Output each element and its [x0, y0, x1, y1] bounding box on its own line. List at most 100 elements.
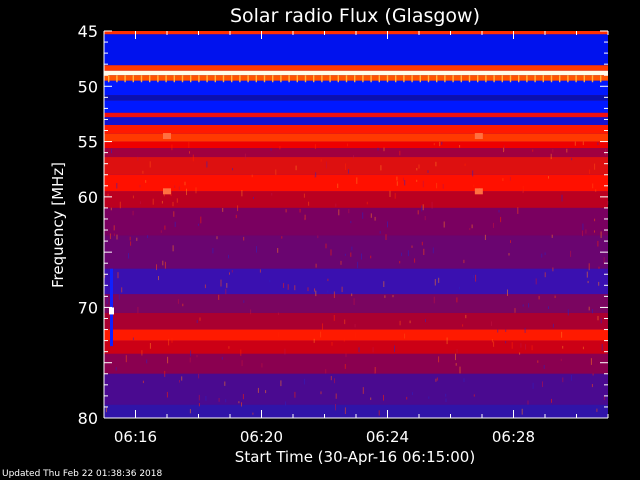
streak: [269, 279, 271, 283]
streak: [106, 298, 108, 304]
streak: [521, 408, 523, 415]
streak: [166, 391, 168, 398]
streak: [156, 264, 157, 271]
streak: [345, 75, 348, 83]
streak: [374, 367, 376, 374]
streak: [471, 224, 473, 229]
streak: [277, 248, 279, 253]
streak: [285, 401, 287, 406]
streak: [443, 221, 445, 228]
streak: [378, 410, 380, 416]
streak: [575, 75, 577, 83]
streak: [132, 75, 134, 83]
streak: [422, 204, 424, 211]
frequency-band-7: [104, 100, 608, 113]
bright-patch: [474, 133, 483, 140]
streak: [337, 183, 339, 188]
streak: [358, 347, 360, 353]
updated-timestamp: Updated Thu Feb 22 01:38:36 2018: [2, 469, 163, 479]
streak: [171, 337, 173, 343]
streak: [170, 190, 172, 197]
streak: [370, 75, 372, 83]
streak: [280, 380, 282, 387]
streak: [314, 144, 316, 149]
streak: [116, 183, 118, 189]
streak: [118, 294, 120, 300]
streak: [389, 190, 391, 197]
streak: [338, 209, 340, 216]
streak: [218, 398, 220, 402]
streak: [383, 394, 384, 401]
streak: [434, 279, 436, 286]
streak: [113, 225, 115, 231]
streak: [509, 75, 512, 83]
streak: [181, 376, 183, 381]
streak: [132, 195, 134, 199]
streak: [385, 234, 387, 240]
streak: [137, 156, 139, 161]
streak: [109, 233, 111, 239]
streak: [428, 396, 430, 399]
streak: [192, 154, 194, 162]
streak: [256, 246, 257, 253]
streak: [460, 75, 462, 83]
streak: [473, 184, 475, 188]
streak: [561, 194, 563, 202]
streak: [225, 399, 227, 403]
streak: [522, 304, 524, 307]
streak: [418, 164, 420, 169]
streak: [409, 320, 411, 324]
streak: [216, 236, 218, 240]
streak: [182, 303, 184, 307]
streak: [116, 75, 118, 83]
calibration-marker-bright: [109, 307, 114, 315]
streak: [500, 216, 502, 223]
streak: [198, 75, 200, 83]
streak: [592, 183, 594, 189]
streak: [455, 353, 456, 361]
streak: [231, 75, 233, 83]
streak: [416, 179, 418, 182]
streak: [362, 387, 364, 394]
streak: [498, 209, 500, 213]
streak: [111, 149, 112, 154]
streak: [348, 169, 350, 174]
streak: [370, 255, 372, 259]
streak: [554, 295, 556, 298]
streak: [591, 309, 593, 314]
streak: [548, 176, 549, 179]
streak: [436, 182, 438, 189]
streak: [325, 161, 327, 169]
streak: [263, 75, 266, 83]
streak: [404, 180, 406, 186]
streak: [384, 295, 386, 298]
streak: [503, 147, 504, 153]
streak: [204, 284, 206, 289]
frequency-band-19: [104, 268, 608, 295]
streak: [340, 260, 342, 265]
streak: [380, 165, 382, 171]
streak: [438, 356, 440, 363]
streak: [534, 75, 536, 83]
streak: [333, 315, 335, 321]
streak: [261, 363, 263, 368]
streak: [147, 235, 149, 238]
streak: [435, 161, 437, 167]
streak: [179, 380, 180, 383]
streak: [399, 261, 401, 264]
streak: [436, 75, 438, 83]
streak: [422, 180, 424, 188]
streak: [280, 75, 282, 83]
streak: [314, 288, 316, 292]
streak: [172, 245, 174, 252]
streak: [186, 188, 187, 196]
streak: [157, 75, 159, 83]
streak: [130, 241, 132, 246]
streak: [542, 75, 544, 83]
streak: [206, 161, 208, 168]
streak: [437, 276, 439, 284]
streak: [335, 393, 337, 399]
frequency-band-24: [104, 353, 608, 374]
streak: [598, 266, 600, 269]
